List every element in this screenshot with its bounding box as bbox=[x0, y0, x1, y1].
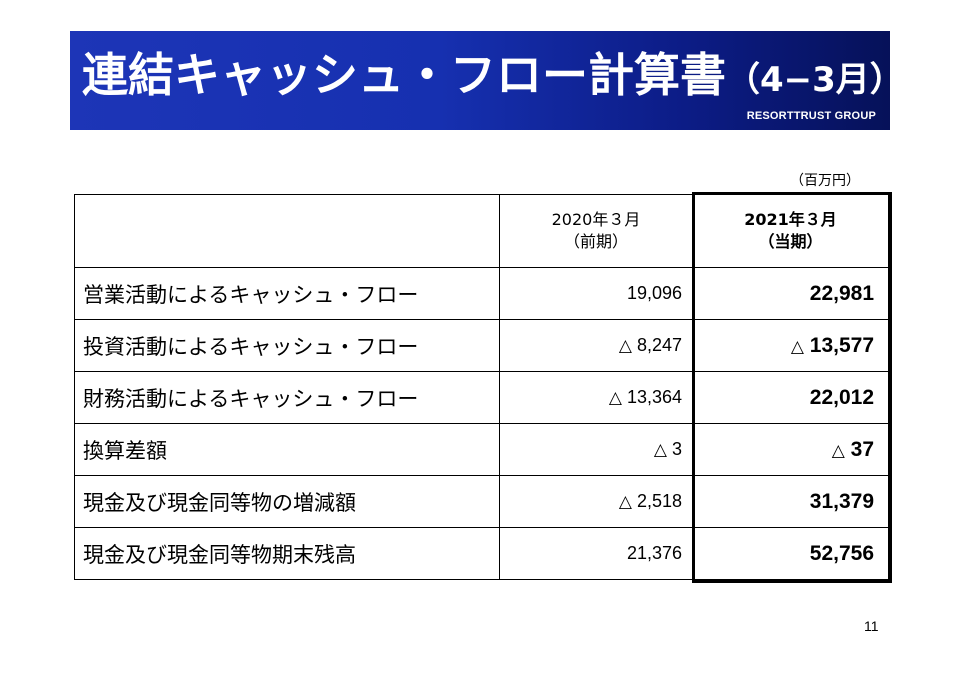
table-row: 投資活動によるキャッシュ・フロー △ 8,247 △ 13,577 bbox=[74, 319, 889, 372]
title-banner: 連結キャッシュ・フロー計算書（4−3月） RESORTTRUST GROUP bbox=[70, 31, 904, 130]
row-label: 営業活動によるキャッシュ・フロー bbox=[74, 267, 500, 320]
column-header-curr: 2021年３月 （当期） bbox=[692, 194, 889, 268]
curr-value: 52,756 bbox=[809, 541, 874, 565]
prev-value: 13,364 bbox=[626, 387, 682, 407]
prev-value-cell: 19,096 bbox=[499, 267, 693, 320]
curr-value-cell: 22,981 bbox=[692, 267, 889, 320]
curr-value: 22,981 bbox=[809, 281, 874, 305]
header-blank-cell bbox=[74, 194, 500, 268]
curr-value: 31,379 bbox=[809, 489, 874, 513]
row-label: 財務活動によるキャッシュ・フロー bbox=[74, 371, 500, 424]
table-row: 現金及び現金同等物期末残高 21,376 52,756 bbox=[74, 527, 889, 580]
curr-value: 22,012 bbox=[809, 385, 874, 409]
curr-value-cell: △ 37 bbox=[692, 423, 889, 476]
negative-mark: △ bbox=[790, 336, 804, 357]
prev-value-cell: △ 8,247 bbox=[499, 319, 693, 372]
curr-value-cell: △ 13,577 bbox=[692, 319, 889, 372]
prev-value-cell: △ 13,364 bbox=[499, 371, 693, 424]
column-header-prev-line2: （前期） bbox=[563, 232, 628, 251]
row-label: 現金及び現金同等物の増減額 bbox=[74, 475, 500, 528]
unit-label: （百万円） bbox=[790, 173, 860, 189]
column-header-prev: 2020年３月 （前期） bbox=[499, 194, 693, 268]
page-title: 連結キャッシュ・フロー計算書（4−3月） bbox=[82, 45, 904, 105]
negative-mark: △ bbox=[653, 440, 667, 460]
title-period: （4−3月） bbox=[726, 60, 904, 100]
curr-value-cell: 52,756 bbox=[692, 527, 889, 580]
prev-value-cell: 21,376 bbox=[499, 527, 693, 580]
row-label: 現金及び現金同等物期末残高 bbox=[74, 527, 500, 580]
prev-value: 2,518 bbox=[636, 491, 682, 511]
prev-value: 19,096 bbox=[626, 283, 682, 303]
prev-value-cell: △ 3 bbox=[499, 423, 693, 476]
curr-value-cell: 22,012 bbox=[692, 371, 889, 424]
brand-label: RESORTTRUST GROUP bbox=[746, 110, 876, 122]
curr-value-cell: 31,379 bbox=[692, 475, 889, 528]
table-row: 財務活動によるキャッシュ・フロー △ 13,364 22,012 bbox=[74, 371, 889, 424]
page-number: 11 bbox=[864, 618, 879, 634]
title-main: 連結キャッシュ・フロー計算書 bbox=[82, 48, 726, 102]
column-header-curr-line2: （当期） bbox=[758, 232, 823, 251]
negative-mark: △ bbox=[831, 440, 845, 461]
column-header-prev-line1: 2020年３月 bbox=[551, 210, 641, 229]
curr-value: 37 bbox=[850, 437, 874, 461]
row-label: 換算差額 bbox=[74, 423, 500, 476]
row-label: 投資活動によるキャッシュ・フロー bbox=[74, 319, 500, 372]
prev-value: 3 bbox=[671, 439, 682, 459]
negative-mark: △ bbox=[618, 336, 632, 356]
prev-value: 8,247 bbox=[636, 335, 682, 355]
table-row: 営業活動によるキャッシュ・フロー 19,096 22,981 bbox=[74, 267, 889, 320]
column-header-curr-line1: 2021年３月 bbox=[744, 210, 837, 229]
table-row: 現金及び現金同等物の増減額 △ 2,518 31,379 bbox=[74, 475, 889, 528]
cash-flow-table: 2020年３月 （前期） 2021年３月 （当期） 営業活動によるキャッシュ・フ… bbox=[74, 194, 889, 580]
curr-value: 13,577 bbox=[809, 333, 874, 357]
negative-mark: △ bbox=[618, 492, 632, 512]
prev-value: 21,376 bbox=[626, 543, 682, 563]
header-row: 2020年３月 （前期） 2021年３月 （当期） bbox=[74, 194, 889, 268]
table-row: 換算差額 △ 3 △ 37 bbox=[74, 423, 889, 476]
negative-mark: △ bbox=[608, 388, 622, 408]
prev-value-cell: △ 2,518 bbox=[499, 475, 693, 528]
